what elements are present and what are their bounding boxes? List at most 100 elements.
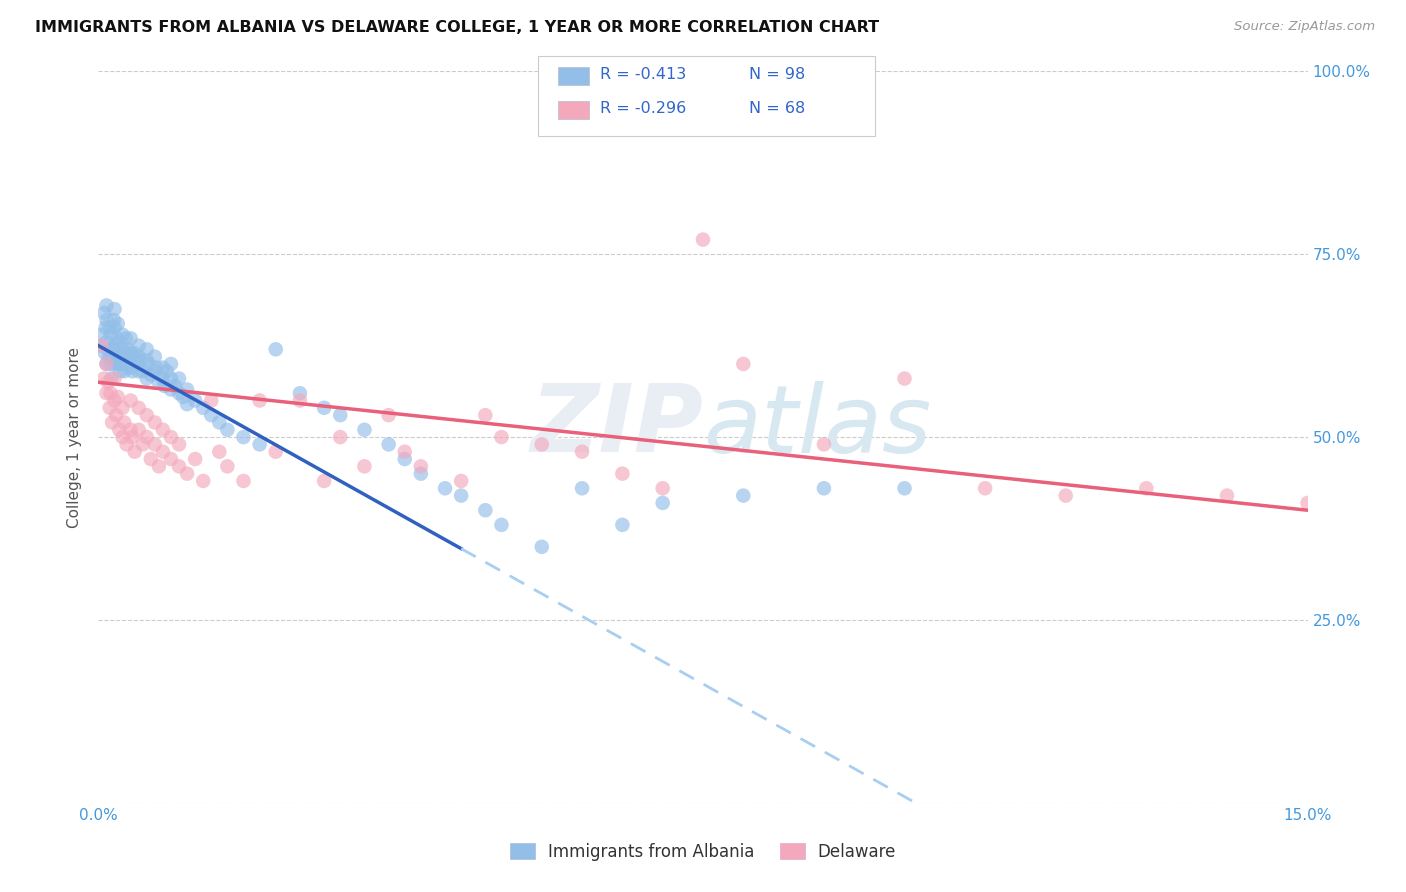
Point (138, 357, 160, 371)
Point (172, 390, 194, 404)
Point (120, 350, 142, 364)
Point (122, 346, 145, 360)
Point (176, 397, 198, 411)
Point (111, 430, 134, 444)
Point (208, 444, 231, 458)
Point (105, 331, 128, 345)
Point (96, 313, 118, 327)
Point (264, 444, 287, 458)
Y-axis label: College, 1 year or more: College, 1 year or more (67, 347, 83, 527)
Point (176, 383, 198, 397)
Point (120, 360, 142, 375)
Point (288, 386, 311, 401)
Point (409, 459, 432, 474)
Point (152, 444, 174, 458)
Point (107, 334, 129, 349)
Point (107, 317, 129, 331)
Text: R = -0.413: R = -0.413 (600, 68, 686, 82)
Point (121, 364, 143, 378)
Point (91, 327, 114, 342)
Point (377, 408, 399, 422)
Point (148, 459, 170, 474)
Point (93, 306, 115, 320)
Point (135, 343, 157, 357)
Text: ZIP: ZIP (530, 380, 703, 472)
Point (163, 379, 186, 393)
Point (160, 383, 183, 397)
Point (193, 401, 215, 415)
Point (160, 357, 183, 371)
Point (152, 360, 174, 375)
Text: atlas: atlas (703, 381, 931, 472)
Point (135, 371, 157, 385)
Point (112, 364, 135, 378)
Point (394, 444, 416, 458)
Point (1296, 496, 1319, 510)
Point (329, 430, 352, 444)
Point (160, 452, 183, 467)
Point (103, 393, 125, 408)
Point (232, 474, 254, 488)
Point (450, 474, 472, 488)
Point (97, 350, 120, 364)
Point (96, 357, 118, 371)
Point (132, 437, 155, 451)
Point (813, 437, 835, 451)
Point (217, 423, 239, 437)
Point (96, 298, 118, 312)
Point (128, 423, 150, 437)
Point (160, 371, 183, 385)
Point (115, 357, 138, 371)
Point (128, 350, 150, 364)
Point (128, 364, 150, 378)
Point (377, 437, 399, 451)
Point (111, 357, 134, 371)
Point (135, 408, 157, 422)
Point (145, 360, 167, 375)
Legend: Immigrants from Albania, Delaware: Immigrants from Albania, Delaware (503, 837, 903, 868)
Point (217, 459, 239, 474)
Point (114, 331, 136, 345)
Point (111, 327, 134, 342)
Text: IMMIGRANTS FROM ALBANIA VS DELAWARE COLLEGE, 1 YEAR OR MORE CORRELATION CHART: IMMIGRANTS FROM ALBANIA VS DELAWARE COLL… (35, 20, 879, 35)
Point (314, 401, 336, 415)
Point (434, 481, 457, 495)
Point (474, 503, 496, 517)
Point (167, 371, 190, 385)
Point (571, 444, 593, 458)
Point (974, 481, 997, 495)
Point (135, 353, 157, 368)
Point (117, 343, 139, 357)
Point (353, 423, 375, 437)
Point (101, 416, 124, 430)
Point (249, 393, 271, 408)
Point (893, 481, 915, 495)
Point (160, 430, 183, 444)
Point (121, 430, 143, 444)
Point (394, 452, 416, 467)
Point (167, 459, 190, 474)
Point (249, 437, 271, 451)
Point (100, 386, 122, 401)
Point (692, 233, 714, 247)
Text: R = -0.296: R = -0.296 (600, 102, 686, 116)
Point (530, 437, 553, 451)
Point (353, 459, 375, 474)
Point (139, 368, 162, 382)
Point (120, 331, 142, 345)
Point (612, 517, 634, 532)
Point (200, 408, 222, 422)
Point (96, 386, 118, 401)
Point (148, 376, 170, 390)
Point (100, 327, 122, 342)
Point (474, 408, 496, 422)
Point (90, 338, 112, 352)
Point (143, 364, 166, 378)
Point (571, 481, 593, 495)
Point (1135, 481, 1157, 495)
Point (409, 467, 432, 481)
Point (139, 452, 162, 467)
Text: N = 98: N = 98 (749, 68, 806, 82)
Point (105, 350, 128, 364)
Point (90, 338, 112, 352)
